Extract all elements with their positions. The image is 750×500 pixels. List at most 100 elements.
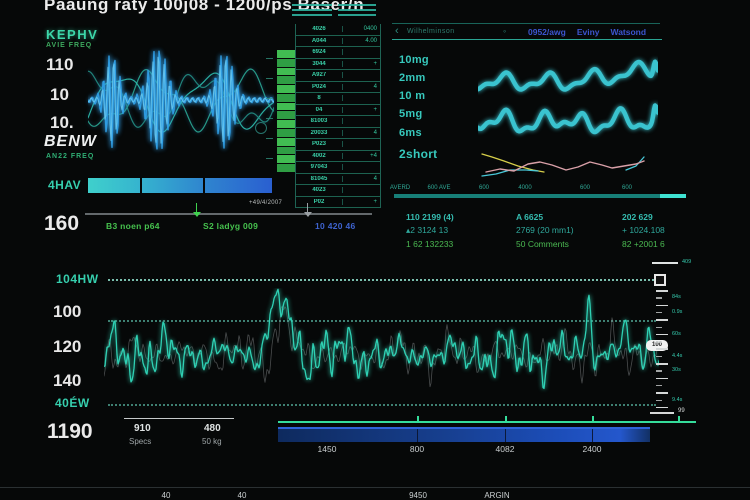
thick-wave-bottom-chart [478,103,658,135]
channel-row[interactable]: 3044 + [296,59,380,70]
ruler-tick-label: 0.9s [672,308,683,315]
meter-segment [277,102,295,111]
burst-waveform-chart [88,50,274,150]
channel-row[interactable]: 81003 [296,116,380,128]
meter-segment [277,85,295,93]
ruler-tick-label: 30s [672,367,681,374]
stat-value: 50 Comments [516,239,569,249]
ruler-tick [656,290,668,292]
footer-divider [0,487,750,488]
waveform-trace [88,56,274,144]
channel-row[interactable]: 81045 4 [296,174,380,185]
meter-tick [266,138,273,139]
ruler-tick [656,326,662,328]
channel-row[interactable]: 20033 4 [296,128,380,139]
channel-label: 20033 [296,129,343,136]
y-axis-label: 10 [50,85,69,104]
ruler-tick [656,304,668,307]
back-chevron-icon[interactable]: ‹ [395,25,399,37]
ruler-checkbox[interactable] [654,274,666,286]
y-axis-label: 10. [50,113,74,132]
timeline-scrollbar[interactable] [278,427,650,442]
channel-row[interactable]: 6924 [296,47,380,59]
ruler-tick [656,311,662,314]
main-waveform-chart [104,288,659,390]
green-flag-marker[interactable] [193,203,201,217]
table-unit: Specs [129,437,152,446]
channel-row[interactable]: A044 4.00 [296,36,380,47]
waveform-trace [104,288,659,390]
channel-row[interactable]: 4023 [296,185,380,197]
meter-tick [266,58,273,59]
waveform-trace [478,59,658,92]
stat-value: 82 +2001 6 [622,239,665,249]
table-value: 910 [134,423,151,434]
stat-value: 2769 (20 mm1) [516,225,574,235]
ruler-tick [656,355,662,358]
stat-value: 1 62 132233 [406,239,454,249]
channel-row[interactable]: 4026 0400 [296,24,380,36]
footer-label: 40 [161,491,171,500]
channel-row[interactable]: P023 [296,139,380,151]
meter-segment [277,111,295,120]
timeline-tick [417,416,419,421]
link-item[interactable]: Eviny [576,27,600,37]
channel-row[interactable]: 97043 [296,162,380,174]
timeline-tick-label: 1450 [317,444,337,454]
channel-label: 4023 [296,187,343,194]
row-label: 2short [399,147,438,161]
ruler-marker[interactable]: 100 [646,340,668,351]
y-axis-label: 140 [53,371,82,390]
stat-value: 110 2199 (4) [406,212,454,222]
threshold-label-bottom: 40ÉW [55,396,90,410]
channel-value: + [373,106,377,113]
row-label: 10 m [399,90,426,102]
channel-value: 4 [373,129,377,136]
dot-icon: ◦ [503,26,507,36]
channel-label: 81045 [296,175,343,182]
channel-row[interactable]: P024 4 [296,82,380,93]
meter-segment [277,155,295,164]
channel-row[interactable]: 04 + [296,105,380,116]
panel-top-border [392,23,660,24]
ruler-tick-label: 60s [672,330,681,337]
ruler-tick [656,384,662,387]
annotation: S2 ladyg 009 [203,221,259,231]
bar-gap [140,178,142,193]
link-item[interactable]: Watsond [610,27,647,37]
channel-row[interactable]: 8 [296,93,380,105]
ruler-tick-label: 84s [672,294,681,301]
axis-tick-label: 600 [579,185,591,191]
y-axis-label: 100 [53,302,82,321]
signal-strength-bar[interactable] [88,178,272,193]
link-item[interactable]: 0952/awg [528,27,566,37]
channel-label: 6924 [296,49,343,56]
channel-label: P023 [296,141,343,148]
channel-row[interactable]: 4002 +4 [296,151,380,162]
channel-label: 4002 [296,152,343,159]
ruler-tick [656,319,668,321]
ruler-tick [656,370,662,372]
ruler-tick [656,399,662,401]
progress-bar[interactable] [394,194,686,198]
ruler-tick-label: 9.4s [672,396,683,403]
timeline-tick [505,416,507,421]
channel-value: 4 [373,175,377,182]
ruler-tick [656,348,668,350]
channel-row[interactable]: A927 [296,70,380,82]
annotation: B3 noen p64 [106,221,160,231]
bottom-big-value: 1190 [47,420,93,443]
ruler-tick [656,406,668,409]
timeline-tick [678,416,680,421]
channel-row[interactable]: P02 + [296,197,380,208]
progress-hot-segment [660,194,686,198]
axis-tick-label: AVERD [389,185,411,191]
channel-value: + [373,198,377,205]
channel-value: + [373,60,377,67]
stat-value: 202 629 [622,212,653,222]
section-sublabel: AN22 FREQ [46,153,95,160]
meter-segment [277,67,295,76]
axis-tick-label: 4000 [518,185,532,191]
gray-flag-marker[interactable] [304,203,312,217]
timeline-line [278,416,696,423]
